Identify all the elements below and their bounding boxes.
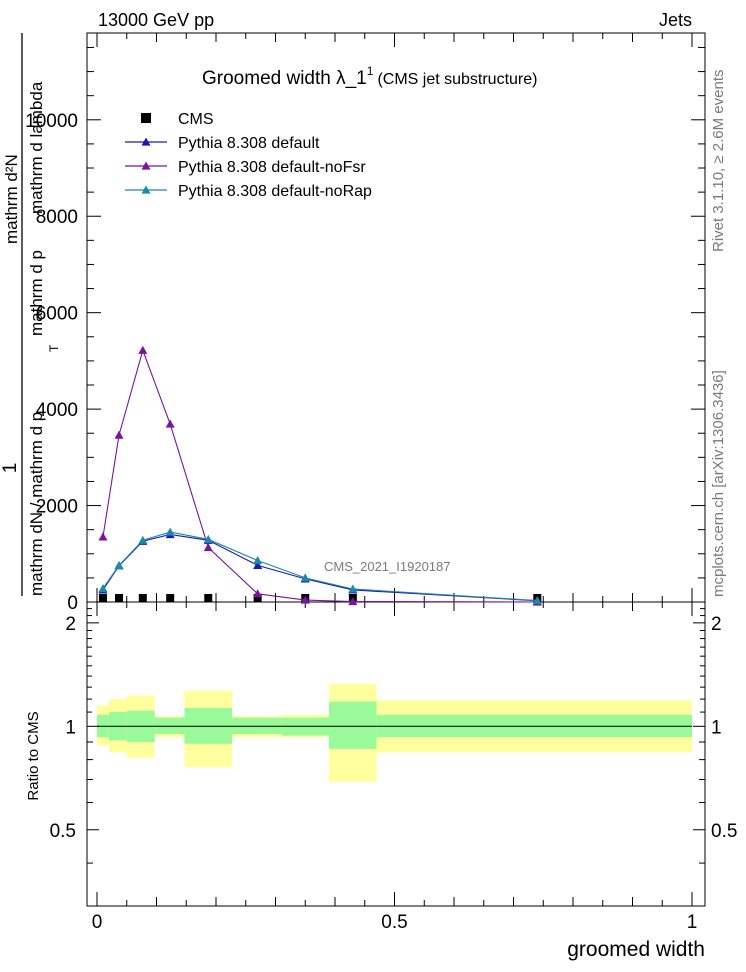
series-line-3 [102, 531, 538, 602]
ratio-axes: 0.5 0.51 12 20 0.5 1 [50, 33, 737, 933]
legend-marker-cms [141, 113, 151, 123]
series-marker-2 [138, 345, 148, 354]
ratio-inner-band [329, 701, 377, 749]
ratio-y-tick-label-right: 1 [711, 717, 722, 738]
series-marker-2 [114, 430, 124, 439]
legend-label: Pythia 8.308 default-noRap [178, 183, 372, 200]
legend-label: Pythia 8.308 default-noFsr [178, 159, 366, 176]
legend-marker [141, 137, 151, 146]
series-marker-3 [114, 560, 124, 569]
chart-title: Groomed width λ_11 (CMS jet substructure) [202, 64, 537, 89]
series-marker-2 [98, 532, 108, 541]
main-y-tick-label: 8000 [36, 207, 78, 228]
cms-data-point [138, 594, 147, 602]
ratio-y-tick-label-right: 2 [711, 614, 722, 635]
y-label-denominator: mathrm dN / mathrm d p [27, 412, 46, 596]
y-label-T-subscript: T [47, 344, 61, 352]
series-marker-2 [203, 543, 213, 552]
ratio-bands [97, 683, 692, 782]
series-marker-3 [300, 573, 310, 582]
series-line-2 [102, 348, 538, 603]
legend-marker [141, 161, 151, 170]
x-tick-label: 0.5 [381, 912, 407, 933]
header-right: Jets [659, 10, 692, 30]
x-axis-label: groomed width [567, 938, 705, 961]
series-marker-1 [253, 560, 263, 569]
ratio-y-tick-label: 2 [65, 614, 76, 635]
legend-label: Pythia 8.308 default [178, 135, 320, 152]
ratio-inner-band [154, 717, 185, 734]
cms-data-point [253, 594, 262, 602]
series-marker-2 [300, 595, 310, 604]
series-marker-3 [253, 556, 263, 565]
series-marker-3 [203, 534, 213, 543]
main-y-tick-label: 6000 [36, 304, 78, 325]
ratio-y-tick-label: 0.5 [50, 821, 76, 842]
mcplots-label: mcplots.cern.ch [arXiv:1306.3436] [710, 370, 727, 597]
series-marker-3 [138, 535, 148, 544]
ratio-y-tick-label: 1 [65, 717, 76, 738]
y-label-numerator: 1 [0, 463, 21, 474]
series-marker-3 [348, 584, 358, 593]
main-series [98, 345, 542, 606]
y-label-top-tail: mathrm d lambda [27, 81, 46, 214]
legend-marker [141, 185, 151, 194]
main-y-tick-label: 4000 [36, 400, 78, 421]
y-label-top-numerator: mathrm d²N [2, 154, 21, 244]
cms-data-point [166, 594, 175, 602]
series-marker-3 [98, 583, 108, 593]
cms-data-point [98, 594, 107, 602]
cms-data-point [204, 594, 213, 602]
ratio-y-label: Ratio to CMS [25, 711, 42, 800]
series-marker-2 [348, 597, 358, 606]
y-label-top-denominator: mathrm d p [27, 250, 46, 336]
rivet-label: Rivet 3.1.10, ≥ 2.6M events [710, 70, 727, 253]
series-marker-3 [532, 596, 542, 605]
analysis-label: CMS_2021_I1920187 [324, 559, 451, 574]
ratio-y-tick-label-right: 0.5 [711, 821, 737, 842]
series-line-1 [102, 533, 538, 602]
main-y-tick-label: 2000 [36, 497, 78, 518]
legend: CMS Pythia 8.308 default Pythia 8.308 defa… [125, 111, 372, 200]
header-left: 13000 GeV pp [98, 10, 214, 30]
main-y-tick-label: 10000 [25, 111, 78, 132]
x-tick-label: 0 [92, 912, 103, 933]
series-marker-3 [165, 527, 175, 536]
series-marker-2 [165, 419, 175, 428]
legend-label: CMS [178, 111, 214, 128]
main-y-tick-label: 0 [67, 593, 78, 614]
x-tick-label: 1 [687, 912, 698, 933]
main-axes: 0 2000 4000 6000 8000 10000 [25, 46, 705, 614]
ratio-inner-band [232, 717, 282, 734]
cms-data-point [115, 594, 124, 602]
ratio-panel-frame [86, 601, 706, 907]
series-marker-2 [253, 589, 263, 598]
